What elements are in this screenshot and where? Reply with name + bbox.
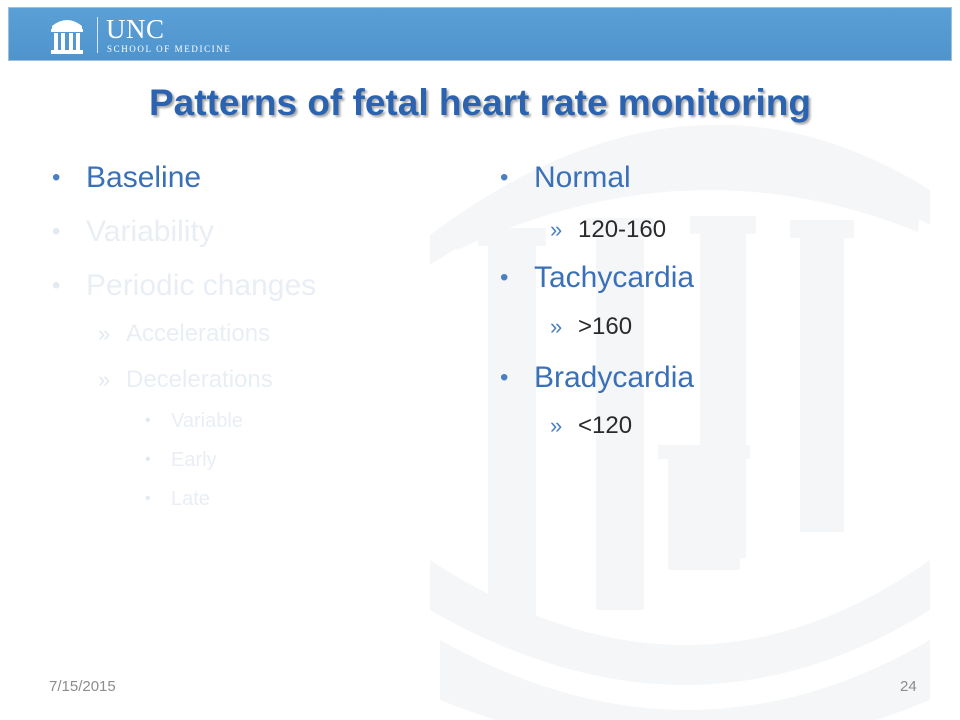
logo-title: UNC (106, 14, 165, 44)
footer-date: 7/15/2015 (49, 678, 116, 695)
sub-bullet-item: » Accelerations (98, 318, 270, 350)
bullet-item: • Variability (52, 212, 214, 252)
bullet-dot-icon: • (500, 164, 509, 191)
bullet-text: Tachycardia (534, 261, 695, 294)
sub-sub-bullet-item: • Late (145, 486, 210, 512)
sub-sub-bullet-text: Early (171, 449, 217, 471)
logo-divider (97, 17, 98, 53)
bullet-dot-icon: • (52, 164, 61, 191)
sub-bullet-text: >160 (578, 313, 633, 340)
chevron-bullet-icon: » (98, 367, 111, 392)
sub-bullet-text: 120-160 (578, 216, 667, 243)
bullet-dot-icon: • (500, 364, 509, 391)
sub-bullet-text: <120 (578, 412, 633, 439)
chevron-bullet-icon: » (550, 314, 563, 339)
old-well-icon (51, 20, 83, 54)
bullet-dot-icon: • (500, 264, 509, 291)
chevron-bullet-icon: » (98, 321, 111, 346)
bullet-item: • Bradycardia (500, 358, 694, 398)
bullet-text: Normal (534, 161, 631, 194)
sub-sub-bullet-item: • Early (145, 447, 217, 473)
sub-bullet-item: » >160 (550, 311, 632, 343)
bullet-dot-icon: • (52, 272, 61, 299)
sub-sub-bullet-text: Variable (171, 410, 243, 432)
bullet-item: • Baseline (52, 158, 201, 198)
bullet-text: Periodic changes (86, 269, 317, 302)
sub-bullet-text: Accelerations (126, 320, 271, 347)
sub-bullet-item: » Decelerations (98, 364, 273, 396)
bullet-dot-icon: • (52, 218, 61, 245)
bullet-item: • Tachycardia (500, 258, 694, 298)
sub-bullet-item: » 120-160 (550, 214, 666, 246)
chevron-bullet-icon: » (550, 413, 563, 438)
sub-bullet-item: » <120 (550, 410, 632, 442)
header-bar: UNC SCHOOL OF MEDICINE (8, 7, 952, 61)
sub-bullet-text: Decelerations (126, 366, 273, 393)
bullet-dot-icon: • (145, 412, 151, 429)
bullet-item: • Periodic changes (52, 266, 316, 306)
chevron-bullet-icon: » (550, 217, 563, 242)
bullet-dot-icon: • (145, 490, 151, 507)
sub-sub-bullet-text: Late (171, 488, 210, 510)
bullet-text: Baseline (86, 161, 202, 194)
page-number: 24 (900, 678, 917, 695)
slide-title: Patterns of fetal heart rate monitoring (149, 82, 811, 123)
bullet-text: Bradycardia (534, 361, 695, 394)
bullet-dot-icon: • (145, 451, 151, 468)
bullet-item: • Normal (500, 158, 631, 198)
logo-subtitle: SCHOOL OF MEDICINE (107, 44, 232, 54)
bullet-text: Variability (86, 215, 214, 248)
sub-sub-bullet-item: • Variable (145, 408, 243, 434)
